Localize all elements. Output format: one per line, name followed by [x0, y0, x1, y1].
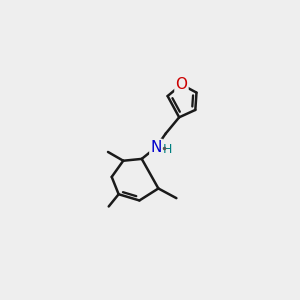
Text: H: H: [163, 143, 172, 156]
Text: N: N: [150, 140, 162, 155]
Text: O: O: [176, 77, 188, 92]
